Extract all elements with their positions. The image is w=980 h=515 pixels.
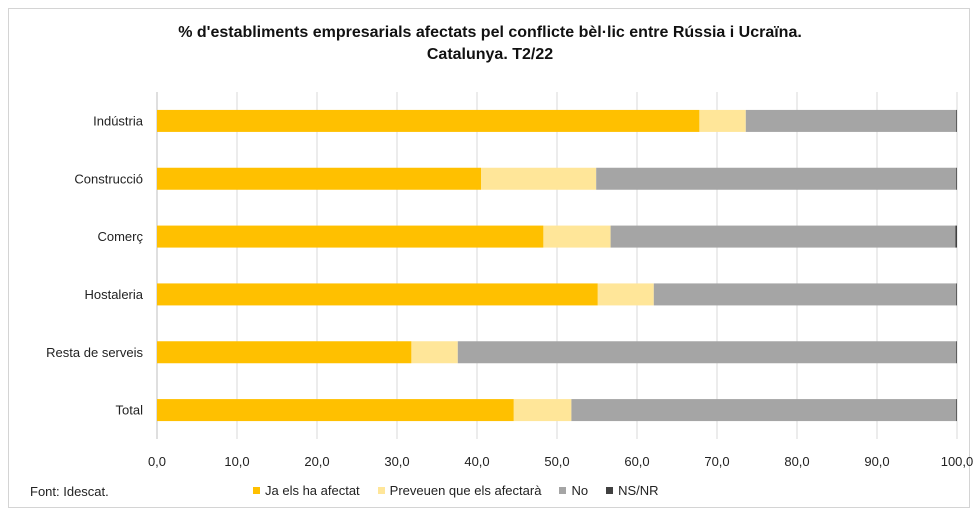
x-tick-label: 30,0 [384, 454, 409, 469]
x-tick-label: 40,0 [464, 454, 489, 469]
category-label: Total [116, 403, 144, 418]
x-tick-label: 20,0 [304, 454, 329, 469]
legend-swatch [377, 487, 385, 494]
bar-segment [653, 283, 957, 306]
x-tick-label: 0,0 [148, 454, 166, 469]
x-tick-label: 80,0 [784, 454, 809, 469]
bar-segment [699, 109, 746, 132]
bar-segment [157, 399, 514, 422]
legend-item: Preveuen que els afectarà [377, 483, 542, 498]
bar-segment [955, 225, 957, 248]
bar-segment [481, 167, 597, 190]
legend-label: Preveuen que els afectarà [389, 483, 542, 498]
legend-swatch [559, 487, 567, 494]
chart-title: % d'establiments empresarials afectats p… [0, 22, 980, 66]
bar-segment [596, 167, 957, 190]
legend-swatch [253, 487, 260, 494]
category-label: Hostaleria [84, 287, 143, 302]
legend-item: Ja els ha afectat [253, 483, 360, 498]
bar-segment [571, 399, 957, 422]
chart-title-line-1: % d'establiments empresarials afectats p… [178, 24, 802, 41]
x-tick-label: 100,0 [941, 454, 974, 469]
bar-segment [597, 283, 654, 306]
legend-swatch [606, 487, 614, 494]
legend-label: No [571, 483, 589, 498]
x-tick-label: 90,0 [864, 454, 889, 469]
bar-segment [543, 225, 611, 248]
bar-segment [513, 399, 572, 422]
chart-frame [8, 8, 970, 508]
legend-label: NS/NR [618, 483, 659, 498]
x-tick-label: 10,0 [224, 454, 249, 469]
bar-segment [457, 341, 957, 364]
bar-segment [956, 167, 957, 190]
x-tick-label: 60,0 [624, 454, 649, 469]
category-label: Resta de serveis [46, 345, 143, 360]
bar-segment [157, 225, 544, 248]
bar-segment [157, 167, 481, 190]
source-note: Font: Idescat. [30, 484, 109, 499]
legend: Ja els ha afectat Preveuen que els afecta… [253, 483, 677, 498]
bar-segment [956, 341, 957, 364]
bar-segment [157, 109, 700, 132]
category-label: Indústria [93, 113, 144, 128]
legend-label: Ja els ha afectat [265, 483, 360, 498]
legend-item: No [559, 483, 588, 498]
category-label: Comerç [97, 229, 143, 244]
x-tick-label: 70,0 [704, 454, 729, 469]
bar-segment [411, 341, 458, 364]
x-tick-label: 50,0 [544, 454, 569, 469]
bar-segment [745, 109, 957, 132]
bar-segment [157, 283, 598, 306]
bar-segment [956, 283, 957, 306]
bar-segment [956, 109, 957, 132]
bar-segment [610, 225, 956, 248]
chart-title-line-2: Catalunya. T2/22 [426, 46, 554, 63]
legend-item: NS/NR [606, 483, 659, 498]
bar-segment [956, 399, 957, 422]
bar-segment [157, 341, 412, 364]
category-label: Construcció [74, 171, 143, 186]
